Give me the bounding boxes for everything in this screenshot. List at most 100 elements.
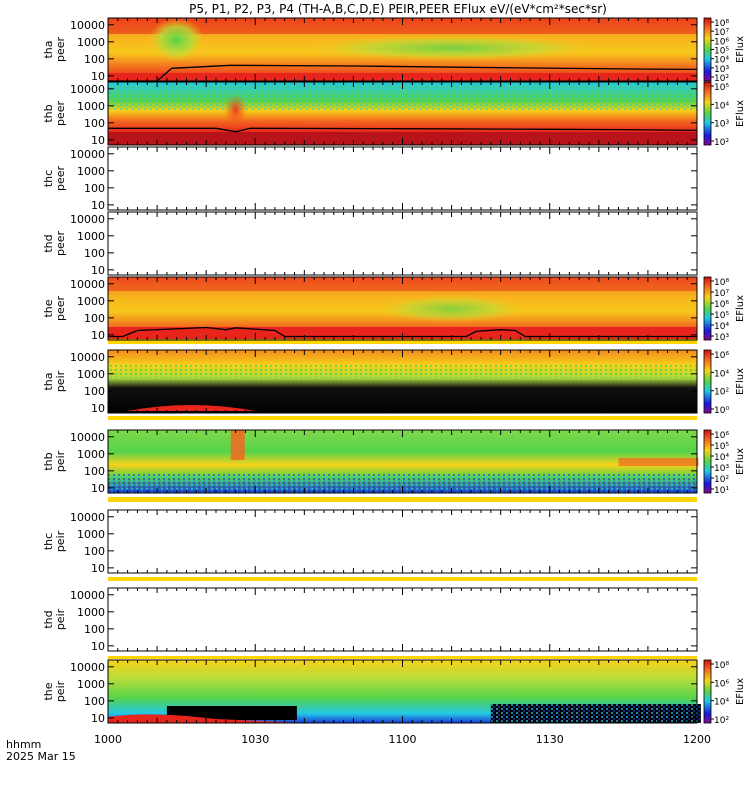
spectrogram-band xyxy=(108,656,697,659)
colorbar-tick-label: 10⁴ xyxy=(714,322,729,332)
panels: 10100100010000thapeer10²10³10⁴10⁵10⁶10⁷1… xyxy=(42,17,746,746)
colorbar-tick-label: 10² xyxy=(714,388,729,398)
y-tick-label: 100 xyxy=(84,247,105,260)
spectrogram-blob xyxy=(618,458,699,466)
y-tick-label: 10000 xyxy=(70,431,105,444)
panel-background xyxy=(108,212,697,275)
colorbar-tick-label: 10⁵ xyxy=(714,442,729,452)
y-tick-label: 1000 xyxy=(77,528,105,541)
colorbar-tick-label: 10⁶ xyxy=(714,431,729,441)
colorbar-tick-label: 10⁵ xyxy=(714,311,729,321)
colorbar-tick-label: 10³ xyxy=(714,65,729,75)
y-tick-label: 100 xyxy=(84,385,105,398)
y-tick-label: 10 xyxy=(91,329,105,342)
colorbar-tick-label: 10⁸ xyxy=(714,278,729,288)
colorbar-tick-label: 10² xyxy=(714,475,729,485)
panel-species-label: peir xyxy=(54,530,67,552)
colorbar xyxy=(703,81,712,146)
y-tick-label: 1000 xyxy=(77,678,105,691)
y-tick-label: 10000 xyxy=(70,19,105,32)
spectrogram-band xyxy=(108,339,697,344)
panel-background xyxy=(108,147,697,210)
colorbar-label: EFlux xyxy=(735,100,746,127)
panel-label: thbpeir xyxy=(42,450,67,472)
panel-label: thcpeir xyxy=(42,530,67,552)
colorbar-tick-label: 10³ xyxy=(714,120,729,130)
spectrogram-void xyxy=(166,706,297,720)
panel-label: thdpeer xyxy=(42,231,67,257)
x-tick-label: 1200 xyxy=(683,733,711,746)
panel-tha-peer: 10100100010000thapeer10²10³10⁴10⁵10⁶10⁷1… xyxy=(42,17,746,84)
y-tick-label: 100 xyxy=(84,545,105,558)
y-tick-label: 10 xyxy=(91,562,105,575)
y-tick-label: 1000 xyxy=(77,448,105,461)
colorbar-tick-label: 10⁶ xyxy=(714,351,729,361)
y-tick-label: 1000 xyxy=(77,165,105,178)
panel-probe-label: thd xyxy=(42,610,55,628)
panel-species-label: peir xyxy=(54,608,67,630)
colorbar-tick-label: 10⁸ xyxy=(714,19,729,29)
panel-species-label: peir xyxy=(54,680,67,702)
x-tick-labels: 1000 1030 1100 1130 1200 xyxy=(94,733,711,746)
y-tick-label: 10 xyxy=(91,482,105,495)
y-tick-label: 10000 xyxy=(70,351,105,364)
colorbar-tick-label: 10² xyxy=(714,716,729,726)
spectrogram-fill xyxy=(108,350,697,413)
panel-the-peer: 10100100010000thepeer10³10⁴10⁵10⁶10⁷10⁸E… xyxy=(42,276,746,344)
panel-label: thapeer xyxy=(42,37,67,63)
colorbar-tick-label: 10⁴ xyxy=(714,101,729,111)
x-unit-label: hhmm xyxy=(6,738,41,751)
y-tick-label: 10000 xyxy=(70,213,105,226)
y-tick-label: 100 xyxy=(84,53,105,66)
colorbar-tick-label: 10¹ xyxy=(714,486,729,496)
spectrogram-arc xyxy=(127,405,256,411)
y-tick-label: 1000 xyxy=(77,368,105,381)
spectrogram-band xyxy=(108,416,697,420)
colorbar-tick-label: 10⁵ xyxy=(714,47,729,57)
spectrogram-blob xyxy=(230,430,245,460)
spectrogram-blob xyxy=(376,295,527,323)
panel-species-label: peir xyxy=(54,450,67,472)
x-tick-label: 1030 xyxy=(241,733,269,746)
colorbar xyxy=(703,429,712,494)
colorbar-tick-label: 10⁶ xyxy=(714,37,729,47)
colorbar-tick-label: 10⁸ xyxy=(714,661,729,671)
spectrogram-band xyxy=(108,577,697,581)
y-tick-label: 10 xyxy=(91,264,105,277)
panel-label: thdpeir xyxy=(42,608,67,630)
y-tick-label: 10000 xyxy=(70,589,105,602)
date-label: 2025 Mar 15 xyxy=(6,750,76,763)
colorbar-tick-label: 10² xyxy=(714,138,729,148)
panel-label: thcpeer xyxy=(42,166,67,192)
y-tick-label: 100 xyxy=(84,182,105,195)
y-tick-label: 10000 xyxy=(70,511,105,524)
time-axis: hhmm 2025 Mar 15 xyxy=(6,738,76,763)
y-tick-label: 10000 xyxy=(70,148,105,161)
colorbar-tick-label: 10⁶ xyxy=(714,300,729,310)
y-tick-label: 1000 xyxy=(77,230,105,243)
colorbar-tick-label: 10⁷ xyxy=(714,28,729,38)
spectrogram-blob xyxy=(223,94,248,126)
y-tick-label: 10000 xyxy=(70,278,105,291)
y-tick-label: 100 xyxy=(84,465,105,478)
y-tick-label: 1000 xyxy=(77,606,105,619)
x-tick-label: 1000 xyxy=(94,733,122,746)
colorbar-label: EFlux xyxy=(735,678,746,705)
scpot-line xyxy=(108,64,698,82)
panel-probe-label: the xyxy=(42,682,55,700)
colorbar-label: EFlux xyxy=(735,448,746,475)
panel-label: thepeir xyxy=(42,680,67,702)
spectrogram-blob xyxy=(301,35,602,61)
colorbar-tick-label: 10⁰ xyxy=(714,406,729,416)
panel-background xyxy=(108,588,697,651)
y-tick-label: 10 xyxy=(91,134,105,147)
colorbar-label: EFlux xyxy=(735,36,746,63)
x-tick-label: 1100 xyxy=(389,733,417,746)
